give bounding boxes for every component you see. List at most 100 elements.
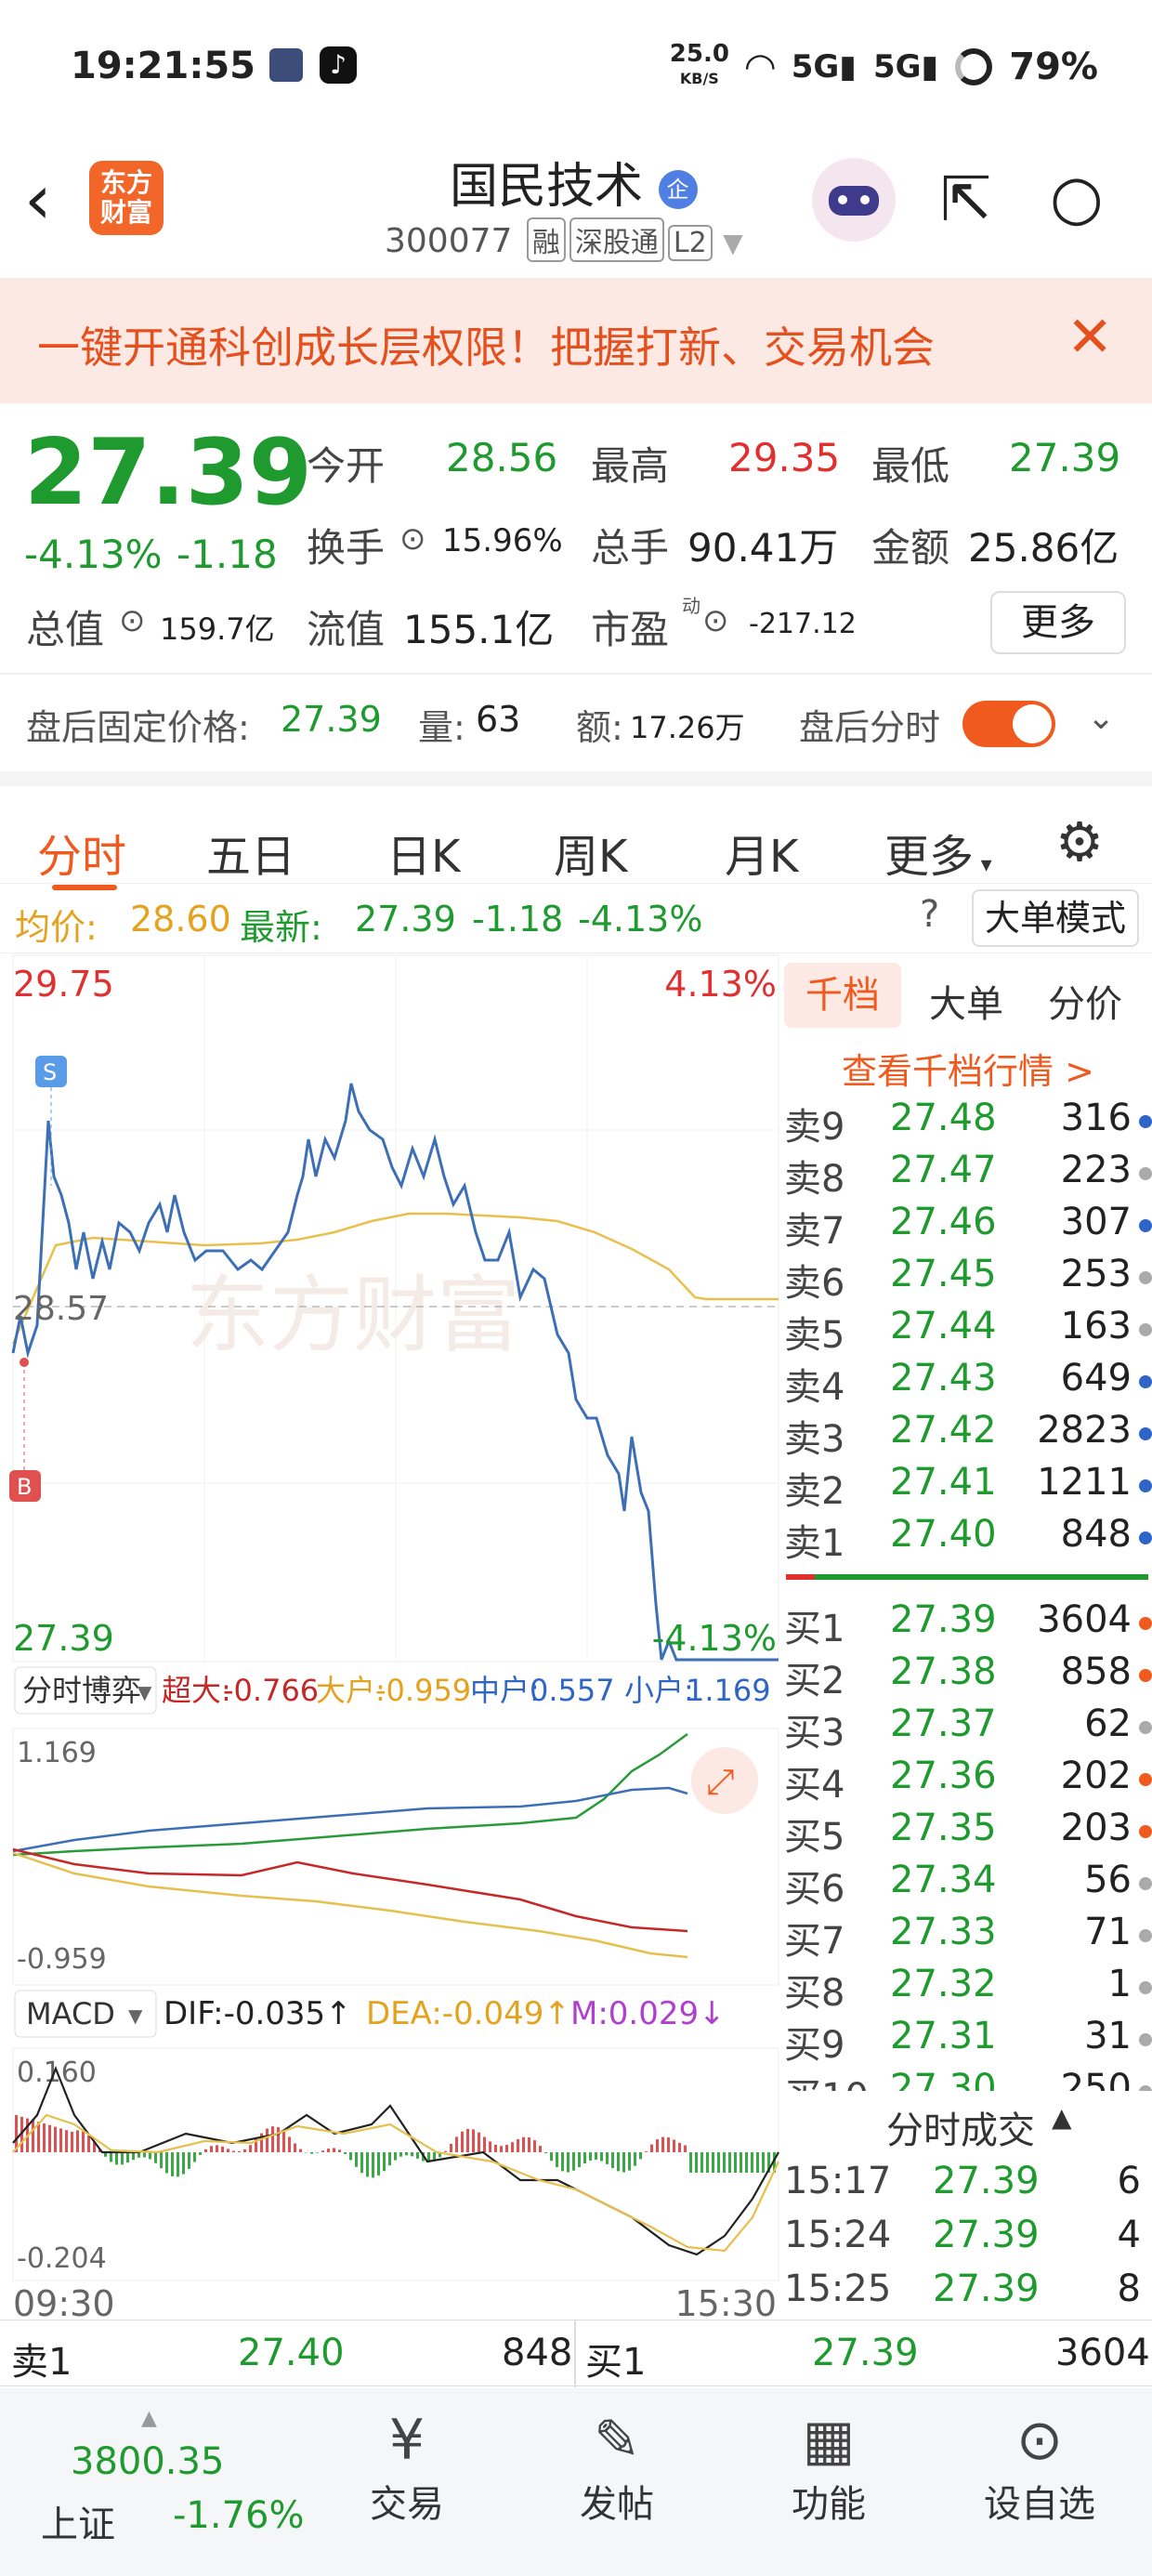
ask-volume: 307	[1060, 1201, 1132, 1243]
nav-trade[interactable]: ¥ 交易	[360, 2407, 453, 2528]
ask-row[interactable]: 卖7 27.46 307	[784, 1201, 1152, 1253]
macd-bar	[316, 2152, 319, 2153]
bid-row[interactable]: 买6 27.34 56	[784, 1859, 1152, 1911]
bid-level: 买4	[784, 1764, 845, 1807]
ask-level: 卖3	[784, 1418, 845, 1461]
ask-row[interactable]: 卖2 27.41 1211	[784, 1461, 1152, 1513]
tab-big-orders[interactable]: 大单	[929, 983, 1003, 1026]
trade-volume: 6	[1117, 2160, 1141, 2202]
macd-bar	[177, 2152, 179, 2177]
bid-dot	[1139, 1773, 1152, 1786]
more-button[interactable]: 更多	[990, 591, 1126, 654]
nav-add-watchlist[interactable]: ⊙ 设自选	[979, 2407, 1100, 2528]
help-icon[interactable]: ?	[920, 893, 940, 936]
macd-bar	[444, 2150, 447, 2152]
tab-five-day[interactable]: 五日	[206, 831, 296, 883]
time-start: 09:30	[13, 2283, 115, 2323]
bid-volume: 56	[1084, 1859, 1132, 1901]
tab-thousand-levels[interactable]: 千档	[784, 963, 901, 1028]
index-ticker[interactable]: ▲ 3800.35 上证 -1.76%	[37, 2407, 316, 2546]
info-icon-3[interactable]: ⊙	[702, 602, 729, 639]
nav-functions[interactable]: ▦ 功能	[782, 2407, 875, 2528]
macd-bar	[439, 2152, 441, 2158]
tab-weekly-k[interactable]: 周K	[554, 831, 628, 883]
sell-marker[interactable]	[35, 1056, 67, 1087]
back-icon[interactable]: ‹	[24, 160, 52, 240]
macd-bar	[561, 2152, 564, 2172]
bid-row[interactable]: 买9 27.31 31	[784, 2015, 1152, 2067]
share-icon[interactable]: ⇱	[940, 164, 992, 235]
macd-bar	[578, 2152, 581, 2168]
flow-small: 1.169	[686, 1673, 771, 1708]
macd-bar	[93, 2142, 96, 2152]
chevron-down-icon-2[interactable]: ⌄	[1087, 699, 1116, 737]
nav-post[interactable]: ✎ 发帖	[570, 2407, 663, 2528]
ask-level: 卖6	[784, 1262, 845, 1305]
ai-assistant-icon[interactable]	[812, 158, 896, 242]
app-logo[interactable]: 东方财富	[89, 161, 164, 235]
info-icon-2[interactable]: ⊙	[119, 602, 146, 639]
bid-row[interactable]: 买7 27.33 71	[784, 1911, 1152, 1963]
bid-row[interactable]: 买1 27.39 3604	[784, 1598, 1152, 1650]
turnover-label: 换手	[307, 525, 386, 571]
bid-row[interactable]: 买3 27.37 62	[784, 1702, 1152, 1755]
big-order-mode-button[interactable]: 大单模式	[972, 889, 1139, 947]
status-time: 19:21:55	[71, 45, 255, 87]
tab-monthly-k[interactable]: 月K	[725, 831, 799, 883]
ask-volume: 163	[1060, 1305, 1132, 1347]
macd-selector[interactable]	[14, 1990, 157, 2038]
after-hours-toggle[interactable]	[962, 701, 1055, 747]
ask-dot	[1139, 1323, 1152, 1336]
bid-row[interactable]: 买5 27.35 203	[784, 1807, 1152, 1859]
macd-bar	[238, 2150, 241, 2152]
ask-dot	[1139, 1219, 1152, 1232]
status-right: 25.0 KB/S ◠ 5G▮ 5G▮ 79%	[670, 42, 1098, 90]
bottom-bid-label: 买1	[585, 2341, 647, 2384]
macd-bar	[740, 2152, 742, 2173]
macd-bar	[756, 2152, 759, 2173]
ask-row[interactable]: 卖1 27.40 848	[784, 1513, 1152, 1565]
info-icon[interactable]: ⊙	[399, 520, 426, 558]
pe-sup: 动	[682, 595, 700, 617]
bid-row[interactable]: 买4 27.36 202	[784, 1755, 1152, 1807]
stock-code-row[interactable]: 300077 融深股通 L2 ▼	[385, 217, 743, 262]
open-value: 28.56	[446, 435, 558, 480]
bid-row[interactable]: 买2 27.38 858	[784, 1650, 1152, 1702]
ask-row[interactable]: 卖4 27.43 649	[784, 1357, 1152, 1409]
promo-banner[interactable]: 一键开通科创成长层权限！把握打新、交易机会 ✕	[0, 279, 1152, 403]
macd-bar	[600, 2152, 603, 2162]
macd-bar	[37, 2122, 40, 2152]
ask-row[interactable]: 卖3 27.42 2823	[784, 1409, 1152, 1461]
macd-bar	[433, 2152, 436, 2162]
after-hours-amt-label: 额:	[576, 707, 623, 748]
tab-more[interactable]: 更多 ▾	[884, 831, 992, 883]
macd-bar	[399, 2152, 402, 2157]
macd-bar	[695, 2152, 698, 2173]
bid-price: 27.34	[890, 1859, 997, 1901]
settings-gear-icon[interactable]: ⚙	[1055, 810, 1104, 874]
trades-header[interactable]: 分时成交 ▲	[784, 2091, 1152, 2152]
tab-price-dist[interactable]: 分价	[1048, 983, 1122, 1026]
app-notification-icon	[269, 48, 303, 82]
ask-row[interactable]: 卖5 27.44 163	[784, 1305, 1152, 1357]
ask-level: 卖8	[784, 1158, 845, 1201]
macd-bar	[282, 2131, 285, 2152]
view-thousand-levels-link[interactable]: 查看千档行情 >	[842, 1051, 1094, 1092]
intraday-chart[interactable]: 东方财富 B S 29.75 4.13% 28.57 27.39 -4.13% …	[0, 953, 780, 2323]
macd-bar	[667, 2137, 670, 2152]
ask-row[interactable]: 卖9 27.48 316	[784, 1097, 1152, 1149]
ask-dot	[1139, 1479, 1152, 1492]
flow-selector[interactable]	[14, 1666, 157, 1715]
search-icon[interactable]: ○	[1050, 162, 1104, 233]
bottom-quote-row[interactable]: 卖1 27.40 848 买1 27.39 3604	[0, 2320, 1152, 2387]
bid-row[interactable]: 买8 27.32 1	[784, 1963, 1152, 2015]
ask-row[interactable]: 卖6 27.45 253	[784, 1253, 1152, 1305]
macd-bar	[544, 2152, 547, 2153]
tab-daily-k[interactable]: 日K	[386, 831, 461, 883]
ask-row[interactable]: 卖8 27.47 223	[784, 1149, 1152, 1201]
expand-icon[interactable]	[691, 1747, 758, 1814]
ask-level: 卖4	[784, 1366, 845, 1409]
tab-intraday[interactable]: 分时	[37, 831, 127, 883]
buy-marker[interactable]	[9, 1470, 41, 1502]
close-icon[interactable]: ✕	[1067, 305, 1114, 370]
